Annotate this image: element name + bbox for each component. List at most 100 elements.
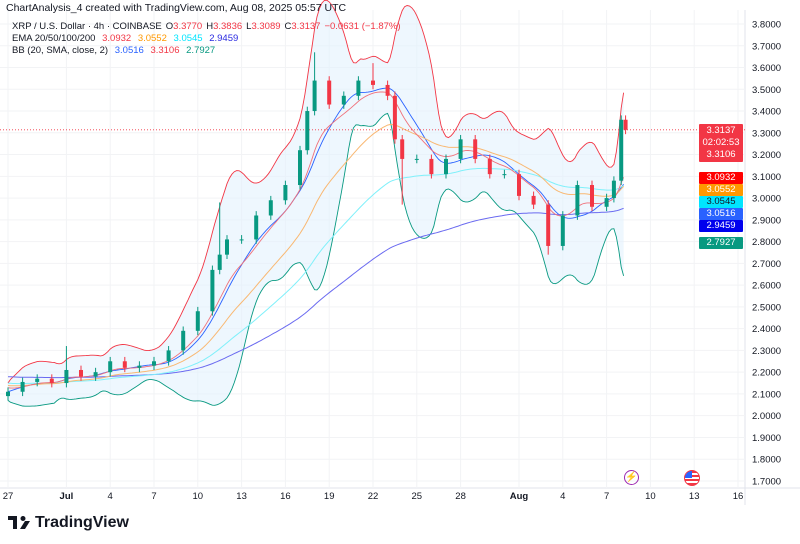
y-tick-label: 2.1000 — [752, 389, 781, 400]
x-tick-label: 4 — [560, 491, 565, 502]
ema50-value: 3.0552 — [137, 33, 167, 44]
candle-body — [560, 215, 565, 246]
ema20-tag: 3.0932 — [699, 172, 743, 184]
candle-body — [429, 158, 434, 175]
brand-name: TradingView — [35, 514, 129, 531]
candle-body — [473, 139, 478, 159]
legend-ohlc: XRP / U.S. Dollar · 4h · COINBASE O3.3770… — [12, 21, 405, 32]
ema100-line — [7, 167, 624, 385]
y-tick-label: 3.8000 — [752, 20, 781, 31]
candle-body — [35, 378, 40, 382]
bb-lower-tag: 2.7927 — [699, 237, 743, 249]
candle-body — [619, 119, 624, 181]
symbol-label[interactable]: XRP / U.S. Dollar · 4h · COINBASE — [12, 21, 162, 32]
candle-body — [312, 80, 317, 112]
y-tick-label: 2.5000 — [752, 302, 781, 313]
event-us-flag-icon[interactable] — [684, 470, 700, 486]
bb-basis-tag: 3.0516 — [699, 208, 743, 220]
candle-body — [356, 80, 361, 96]
candle-body — [400, 139, 405, 159]
candle-body — [79, 369, 83, 377]
x-tick-label: 10 — [193, 491, 204, 502]
open-value: 3.3770 — [173, 21, 203, 32]
open-label: O — [165, 21, 174, 32]
chart-header: ChartAnalysis_4 created with TradingView… — [6, 2, 347, 14]
high-label: H — [206, 21, 214, 32]
x-tick-label: 7 — [604, 491, 609, 502]
candle-body — [210, 269, 215, 312]
candle-body — [268, 200, 273, 216]
y-tick-label: 3.4000 — [752, 107, 781, 118]
bb-label: BB (20, SMA, close, 2) — [12, 45, 109, 56]
candle-body — [487, 158, 492, 175]
x-tick-label: 16 — [280, 491, 291, 502]
x-tick-label: 7 — [151, 491, 156, 502]
candle-body — [392, 95, 397, 140]
candle-body — [341, 95, 346, 105]
legend-ema[interactable]: EMA 20/50/100/200 3.0932 3.0552 3.0545 2… — [12, 33, 242, 44]
event-lightning-icon[interactable]: ⚡ — [624, 470, 639, 485]
ema20-value: 3.0932 — [102, 33, 132, 44]
last-price: 3.3137 — [706, 125, 736, 136]
x-tick-label: 16 — [733, 491, 744, 502]
candle-body — [371, 80, 375, 85]
y-tick-label: 1.9000 — [752, 433, 781, 444]
close-value: 3.3137 — [291, 21, 321, 32]
candle-body — [166, 350, 171, 362]
y-tick-label: 2.6000 — [752, 281, 781, 292]
high-value: 3.3836 — [213, 21, 243, 32]
x-tick-label: Aug — [510, 491, 529, 502]
ema-label: EMA 20/50/100/200 — [12, 33, 96, 44]
candle-body — [64, 369, 69, 384]
x-tick-label: 13 — [236, 491, 247, 502]
y-tick-label: 3.6000 — [752, 63, 781, 74]
ema50-tag: 3.0552 — [699, 184, 743, 196]
bb-upper-price: 3.3106 — [706, 149, 736, 160]
y-tick-label: 2.9000 — [752, 215, 781, 226]
y-tick-label: 2.8000 — [752, 237, 781, 248]
x-tick-label: 13 — [689, 491, 700, 502]
candle-body — [458, 139, 463, 159]
candle-body — [181, 330, 186, 351]
y-tick-label: 3.1000 — [752, 172, 781, 183]
ema100-tag: 3.0545 — [699, 196, 743, 208]
candle-body — [225, 239, 229, 255]
y-tick-label: 1.8000 — [752, 455, 781, 466]
candle-body — [327, 80, 332, 105]
candle-body — [195, 311, 200, 331]
candle-body — [93, 372, 98, 377]
candle-body — [152, 361, 156, 366]
candle-body — [575, 185, 580, 216]
tradingview-logo[interactable]: TradingView — [8, 514, 129, 532]
y-tick-label: 2.4000 — [752, 324, 781, 335]
y-tick-label: 3.7000 — [752, 41, 781, 52]
x-tick-label: 22 — [368, 491, 379, 502]
candle-body — [385, 84, 390, 96]
candle-body — [217, 254, 222, 270]
bb-lower-line — [7, 112, 625, 407]
candle-body — [283, 185, 288, 201]
candle-body — [137, 365, 142, 368]
x-tick-label: 27 — [3, 491, 14, 502]
candle-body — [49, 378, 54, 384]
bb-upper-value: 3.3106 — [150, 45, 180, 56]
change-value: −0.0631 (−1.87%) — [324, 21, 401, 32]
price-chart[interactable]: 3.8000 3.7000 3.6000 3.5000 3.4000 3.3000 3.20… — [0, 0, 800, 505]
candle-body — [122, 361, 127, 368]
y-tick-label: 1.7000 — [752, 476, 781, 487]
low-label: L — [246, 21, 252, 32]
candle-body — [604, 198, 609, 207]
ema200-tag: 2.9459 — [699, 220, 743, 232]
x-tick-label: 4 — [108, 491, 113, 502]
legend-bb[interactable]: BB (20, SMA, close, 2) 3.0516 3.3106 2.7… — [12, 45, 219, 56]
y-tick-label: 2.3000 — [752, 346, 781, 357]
x-tick-label: Jul — [60, 491, 74, 502]
candle-body — [20, 381, 25, 392]
candle-body — [590, 185, 594, 207]
tradingview-logo-icon — [8, 516, 30, 529]
x-tick-label: 19 — [324, 491, 335, 502]
candle-body — [6, 391, 10, 397]
y-tick-label: 3.2000 — [752, 150, 781, 161]
x-tick-label: 10 — [645, 491, 656, 502]
bb-lower-value: 2.7927 — [186, 45, 216, 56]
